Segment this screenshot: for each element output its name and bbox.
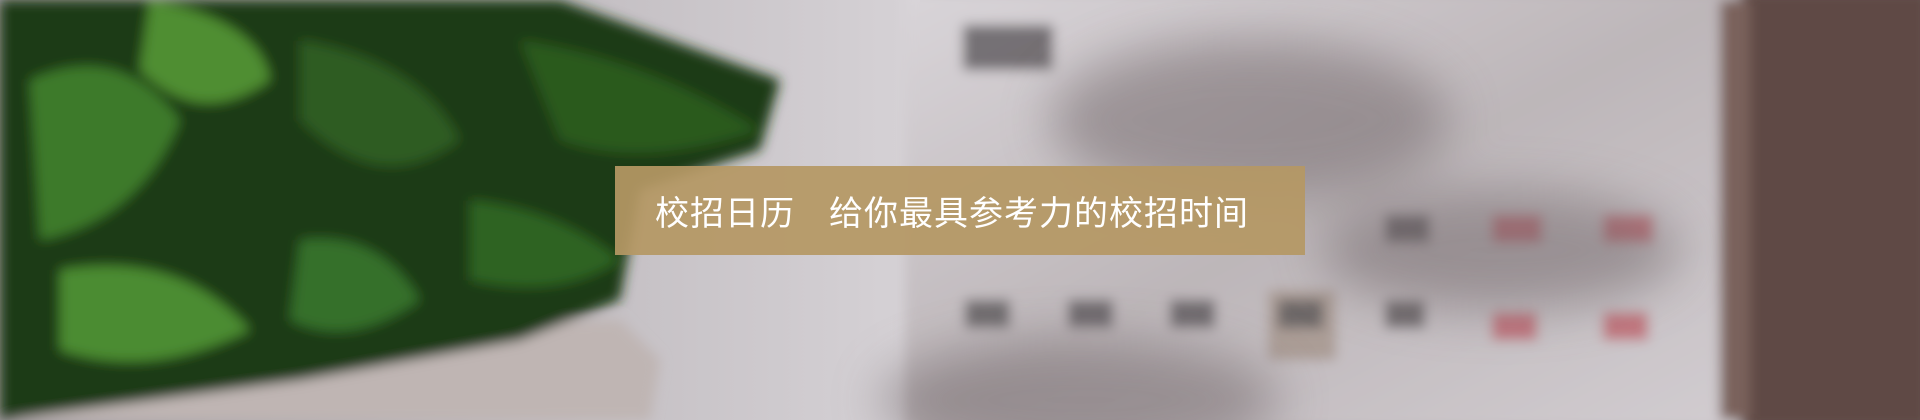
headline-box: 校招日历 给你最具参考力的校招时间 [615, 166, 1305, 255]
headline-subtitle: 给你最具参考力的校招时间 [829, 194, 1249, 234]
headline-title: 校招日历 [655, 194, 795, 234]
